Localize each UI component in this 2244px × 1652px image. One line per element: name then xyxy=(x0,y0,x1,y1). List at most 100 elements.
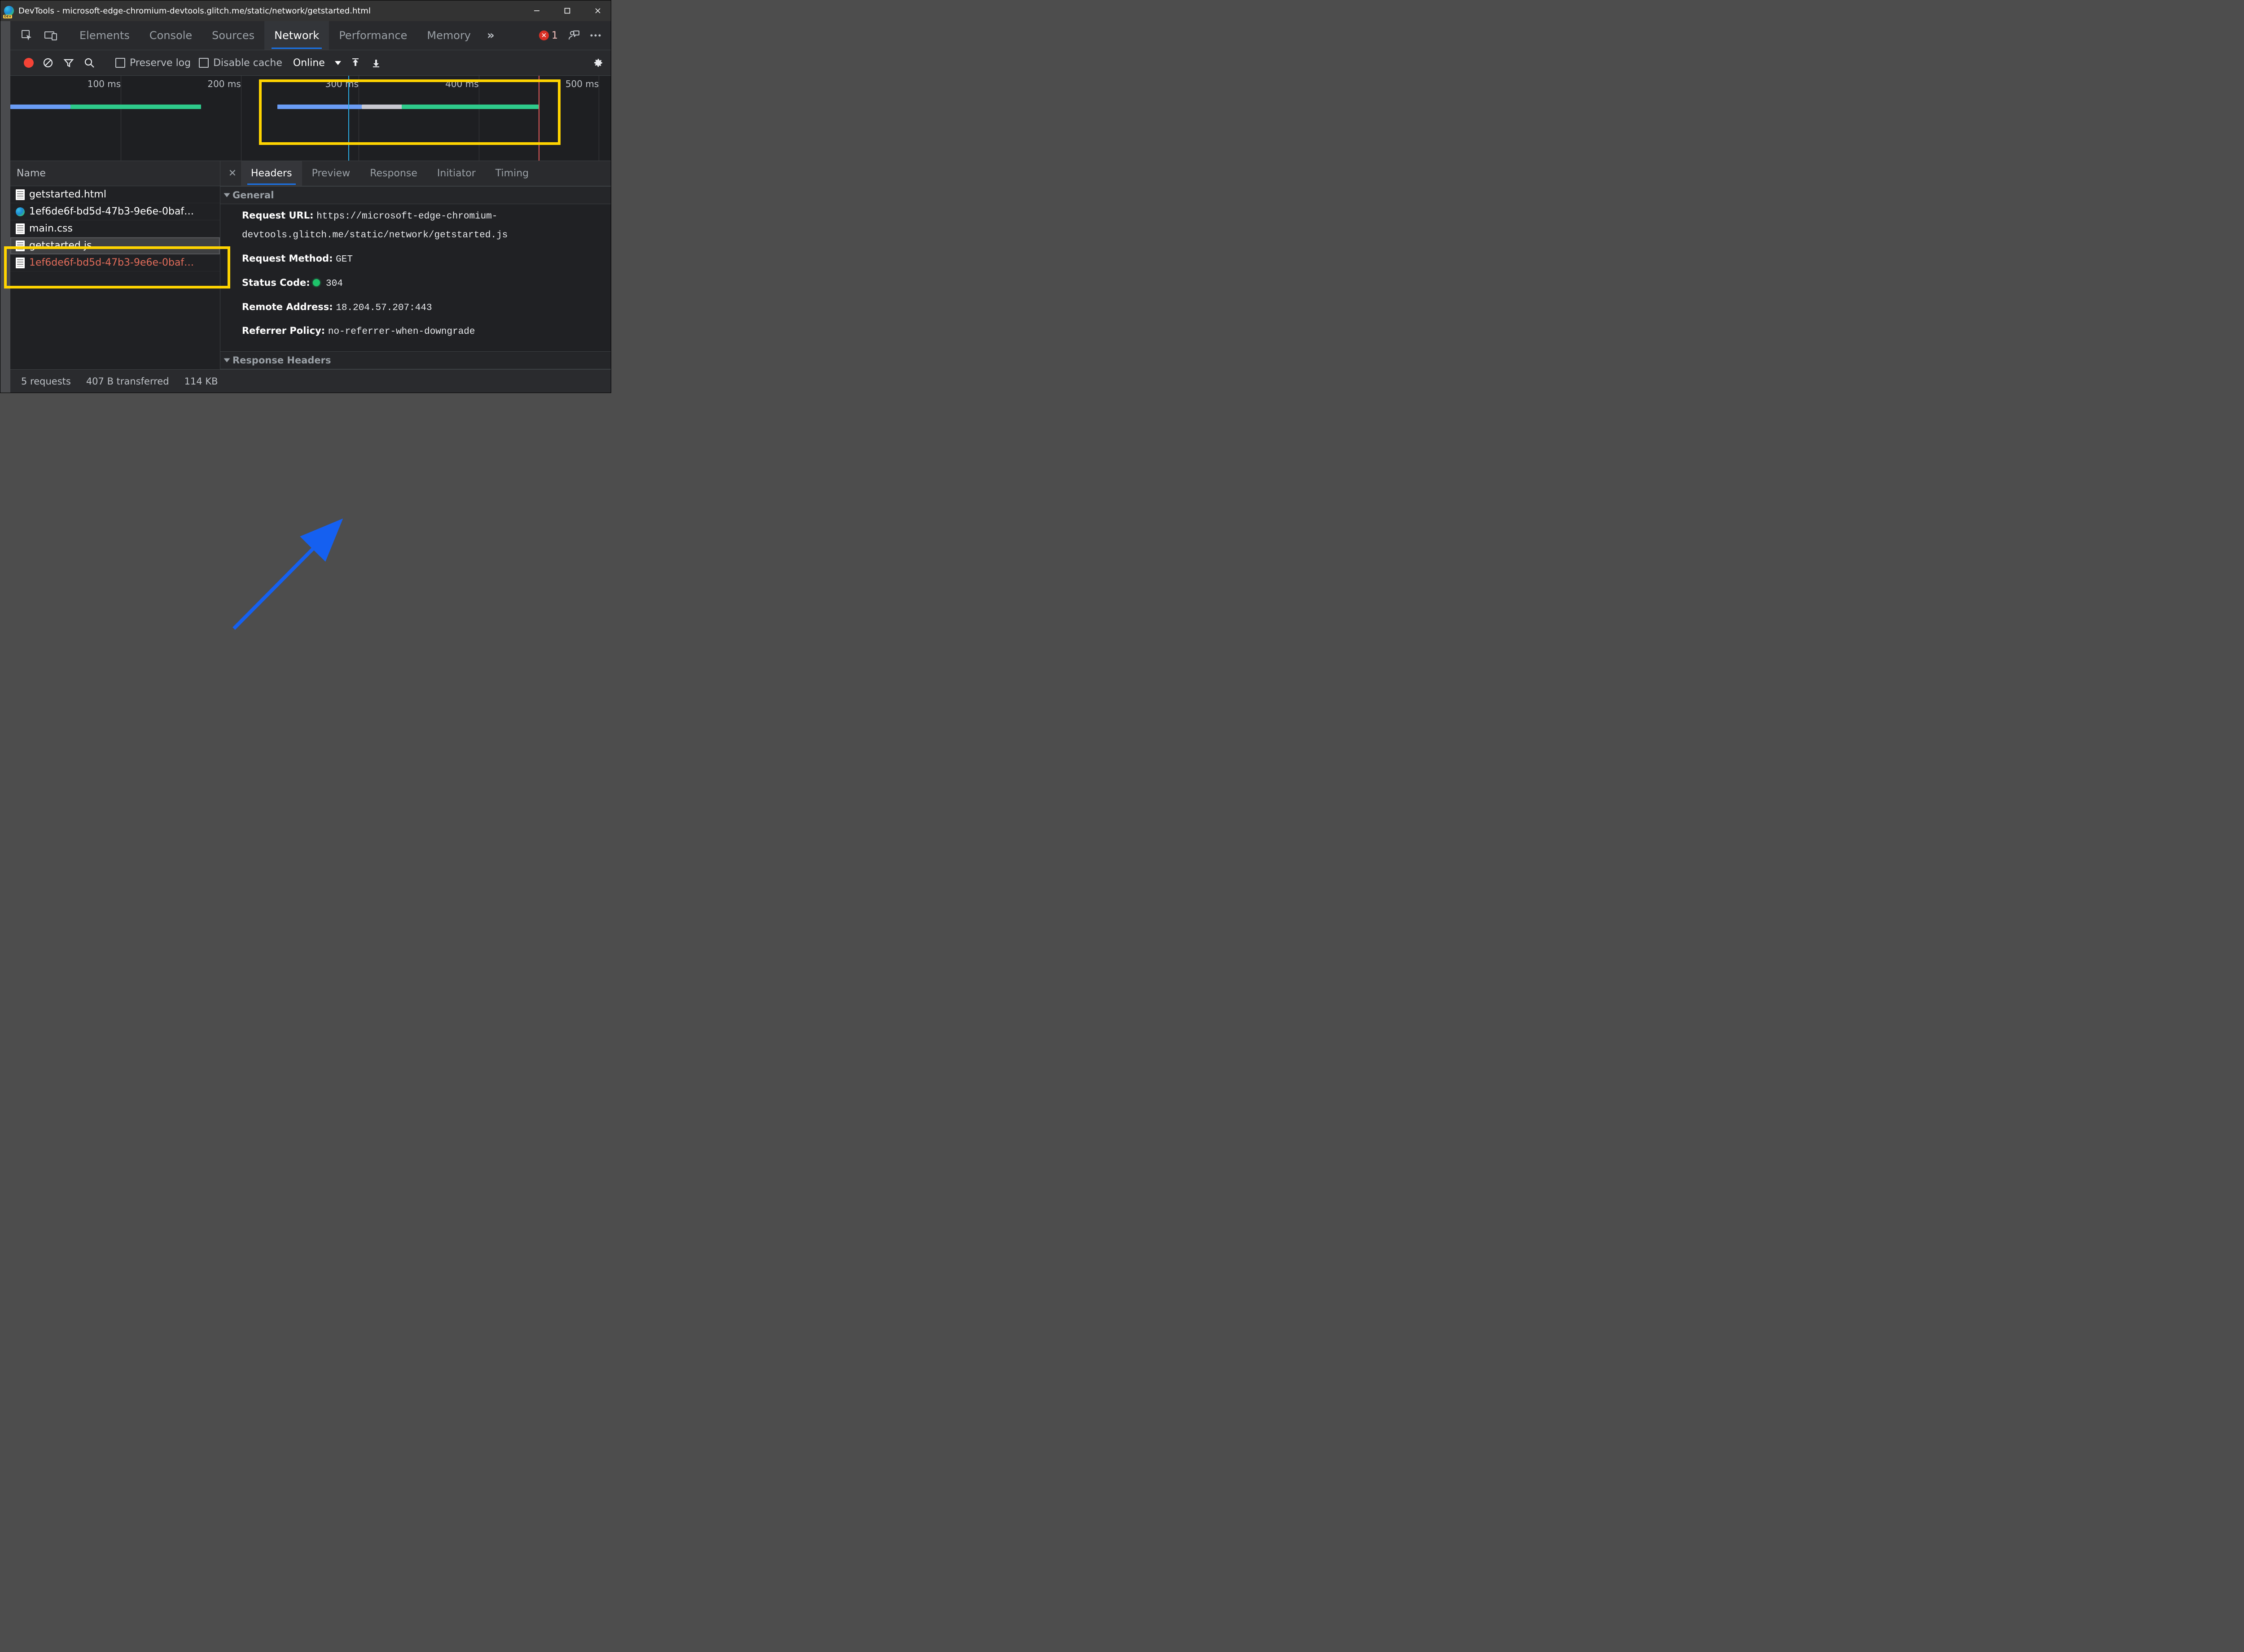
section-response-headers[interactable]: Response Headers xyxy=(220,351,611,369)
disclosure-triangle-icon xyxy=(224,193,230,197)
settings-icon[interactable] xyxy=(592,57,605,69)
request-name: 1ef6de6f-bd5d-47b3-9e6e-0baf… xyxy=(29,257,194,268)
disable-cache-label: Disable cache xyxy=(213,57,282,69)
throttling-value: Online xyxy=(293,57,325,69)
timeline-tick: 100 ms xyxy=(85,76,121,92)
kv-referrer-policy: Referrer Policy: no-referrer-when-downgr… xyxy=(220,319,611,344)
request-name: 1ef6de6f-bd5d-47b3-9e6e-0baf… xyxy=(29,206,194,217)
status-resources: 114 KB xyxy=(174,376,223,387)
request-row[interactable]: 1ef6de6f-bd5d-47b3-9e6e-0baf… xyxy=(10,203,220,220)
kv-status-code: Status Code: 304 xyxy=(220,271,611,296)
error-icon: ✕ xyxy=(539,31,549,40)
edge-dev-icon xyxy=(4,6,14,16)
status-code-key: Status Code: xyxy=(242,277,310,288)
download-har-icon[interactable] xyxy=(370,57,382,69)
request-name: getstarted.js xyxy=(29,240,92,251)
request-detail-panel: ✕ Headers Preview Response Initiator Tim… xyxy=(220,161,611,370)
edge-icon xyxy=(16,207,25,216)
request-row[interactable]: getstarted.js xyxy=(10,237,220,254)
record-button[interactable] xyxy=(24,58,34,68)
maximize-button[interactable] xyxy=(554,0,580,21)
kv-remote-address: Remote Address: 18.204.57.207:443 xyxy=(220,296,611,320)
detail-tab-response[interactable]: Response xyxy=(360,161,427,186)
left-scroll-gutter xyxy=(0,21,10,393)
status-transferred: 407 B transferred xyxy=(75,376,174,387)
status-bar: 5 requests 407 B transferred 114 KB xyxy=(10,369,611,393)
remote-address-value: 18.204.57.207:443 xyxy=(336,303,432,313)
timeline-tick: 500 ms xyxy=(563,76,599,92)
column-header-name[interactable]: Name xyxy=(10,161,220,186)
checkbox-icon xyxy=(115,58,125,68)
request-list-panel: Name getstarted.html 1ef6de6f-bd5d-47b3-9… xyxy=(10,161,220,370)
network-toolbar: Preserve log Disable cache Online xyxy=(10,50,611,76)
network-split-pane: Name getstarted.html 1ef6de6f-bd5d-47b3-9… xyxy=(10,161,611,370)
checkbox-icon xyxy=(199,58,209,68)
referrer-policy-value: no-referrer-when-downgrade xyxy=(328,327,475,337)
close-button[interactable] xyxy=(585,0,611,21)
detail-tab-headers[interactable]: Headers xyxy=(241,161,302,186)
inspect-element-icon[interactable] xyxy=(15,21,39,50)
tab-sources[interactable]: Sources xyxy=(202,21,264,50)
more-icon[interactable] xyxy=(585,21,606,50)
request-row[interactable]: main.css xyxy=(10,220,220,237)
request-row[interactable]: getstarted.html xyxy=(10,186,220,203)
file-icon xyxy=(16,258,25,268)
tab-console[interactable]: Console xyxy=(140,21,202,50)
devtools-window: DevTools - microsoft-edge-chromium-devto… xyxy=(0,0,611,393)
tab-elements[interactable]: Elements xyxy=(70,21,140,50)
filter-icon[interactable] xyxy=(62,57,75,69)
detail-tab-preview[interactable]: Preview xyxy=(302,161,360,186)
detail-tab-strip: ✕ Headers Preview Response Initiator Tim… xyxy=(220,161,611,186)
section-general-label: General xyxy=(232,190,274,201)
feedback-icon[interactable] xyxy=(563,21,585,50)
timeline-bar-segment xyxy=(10,105,70,109)
file-icon xyxy=(16,223,25,234)
timeline-tick: 300 ms xyxy=(323,76,359,92)
network-overview-timeline[interactable]: 100 ms 200 ms 300 ms 400 ms 500 ms xyxy=(10,76,611,161)
referrer-policy-key: Referrer Policy: xyxy=(242,325,325,336)
remote-address-key: Remote Address: xyxy=(242,302,333,312)
section-response-headers-label: Response Headers xyxy=(232,355,331,366)
chevron-down-icon xyxy=(335,61,341,65)
request-rows-container: getstarted.html 1ef6de6f-bd5d-47b3-9e6e-0… xyxy=(10,186,220,271)
request-method-key: Request Method: xyxy=(242,253,333,264)
main-tab-strip: Elements Console Sources Network Perform… xyxy=(10,21,611,50)
timeline-marker-line xyxy=(348,76,349,161)
timeline-bar-segment xyxy=(362,105,404,109)
close-details-button[interactable]: ✕ xyxy=(224,168,241,179)
titlebar: DevTools - microsoft-edge-chromium-devto… xyxy=(0,0,611,21)
disable-cache-checkbox[interactable]: Disable cache xyxy=(199,57,282,69)
tab-memory[interactable]: Memory xyxy=(417,21,481,50)
detail-tab-timing[interactable]: Timing xyxy=(486,161,539,186)
search-icon[interactable] xyxy=(83,57,96,69)
timeline-tick: 200 ms xyxy=(205,76,241,92)
window-title: DevTools - microsoft-edge-chromium-devto… xyxy=(18,6,519,16)
throttling-select[interactable]: Online xyxy=(290,57,341,69)
status-dot-icon xyxy=(313,279,320,286)
error-count: 1 xyxy=(552,30,558,41)
kv-request-method: Request Method: GET xyxy=(220,247,611,271)
status-requests: 5 requests xyxy=(10,376,75,387)
tab-network[interactable]: Network xyxy=(264,21,329,50)
section-general[interactable]: General xyxy=(220,186,611,204)
request-name: main.css xyxy=(29,223,73,234)
preserve-log-label: Preserve log xyxy=(130,57,191,69)
upload-har-icon[interactable] xyxy=(349,57,362,69)
detail-tab-initiator[interactable]: Initiator xyxy=(427,161,486,186)
request-row[interactable]: 1ef6de6f-bd5d-47b3-9e6e-0baf… xyxy=(10,254,220,271)
timeline-tick: 400 ms xyxy=(443,76,479,92)
kv-request-url: Request URL: https://microsoft-edge-chro… xyxy=(220,204,611,247)
tabs-overflow-button[interactable]: » xyxy=(481,29,501,42)
file-icon xyxy=(16,240,25,251)
minimize-button[interactable] xyxy=(524,0,550,21)
request-name: getstarted.html xyxy=(29,189,106,200)
clear-button[interactable] xyxy=(42,57,54,69)
tab-performance[interactable]: Performance xyxy=(329,21,417,50)
timeline-bar-segment xyxy=(402,105,539,109)
request-method-value: GET xyxy=(336,254,353,265)
file-icon xyxy=(16,189,25,200)
timeline-bar-segment xyxy=(70,105,202,109)
error-count-badge[interactable]: ✕ 1 xyxy=(534,30,563,41)
device-toolbar-icon[interactable] xyxy=(39,21,63,50)
preserve-log-checkbox[interactable]: Preserve log xyxy=(115,57,191,69)
